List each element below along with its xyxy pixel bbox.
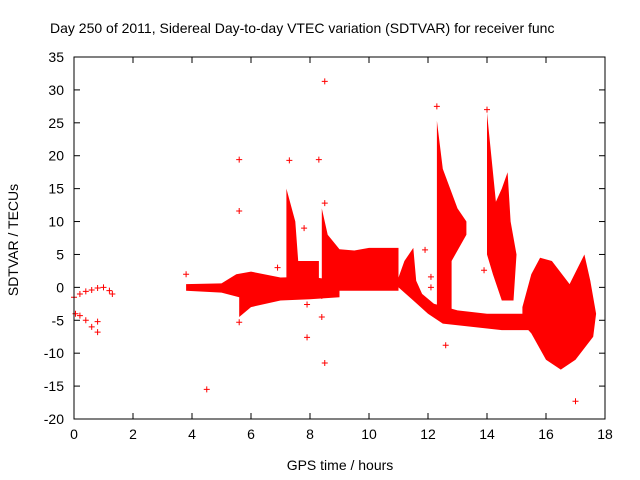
y-tick-label: 25 xyxy=(48,115,64,131)
x-tick-label: 14 xyxy=(479,426,495,442)
data-point xyxy=(481,267,488,274)
data-point xyxy=(321,200,328,207)
data-point xyxy=(94,318,101,325)
x-tick-label: 18 xyxy=(597,426,613,442)
data-point xyxy=(236,319,243,326)
x-tick-label: 10 xyxy=(361,426,377,442)
data-point xyxy=(72,310,79,317)
data-point xyxy=(82,288,89,295)
dense-marker-region xyxy=(487,112,517,301)
data-point xyxy=(76,290,83,297)
x-axis: 0 2 4 6 8 10 12 14 16 18 xyxy=(70,57,613,442)
data-point xyxy=(236,156,243,163)
x-tick-label: 2 xyxy=(129,426,137,442)
dense-marker-region xyxy=(522,254,597,370)
y-tick-label: 15 xyxy=(48,181,64,197)
data-point xyxy=(76,312,83,319)
data-point xyxy=(94,285,101,292)
data-point xyxy=(88,286,95,293)
y-tick-label: -10 xyxy=(44,345,64,361)
dense-marker-region xyxy=(398,247,532,331)
data-point xyxy=(286,157,293,164)
data-point xyxy=(422,246,429,253)
y-tick-label: -20 xyxy=(44,411,64,427)
dense-regions xyxy=(186,112,597,370)
chart-title: Day 250 of 2011, Sidereal Day-to-day VTE… xyxy=(50,20,554,36)
data-point xyxy=(183,271,190,278)
data-point xyxy=(236,208,243,215)
data-point xyxy=(321,360,328,367)
data-point xyxy=(427,284,434,291)
data-point xyxy=(304,301,311,308)
y-tick-label: 10 xyxy=(48,214,64,230)
data-point xyxy=(88,323,95,330)
plot-frame xyxy=(73,56,606,420)
data-point xyxy=(94,329,101,336)
y-tick-label: -15 xyxy=(44,378,64,394)
data-point xyxy=(572,398,579,405)
dense-marker-region xyxy=(436,120,467,311)
y-tick-label: 30 xyxy=(48,82,64,98)
y-tick-label: 20 xyxy=(48,148,64,164)
dense-marker-region xyxy=(286,188,319,294)
data-point xyxy=(82,317,89,324)
data-point xyxy=(321,78,328,85)
data-point xyxy=(203,386,210,393)
y-tick-label: -5 xyxy=(52,312,65,328)
data-point xyxy=(433,310,440,317)
y-tick-label: 35 xyxy=(48,49,64,65)
y-tick-label: 0 xyxy=(56,279,64,295)
data-point xyxy=(109,290,116,297)
data-point xyxy=(427,273,434,280)
x-tick-label: 12 xyxy=(420,426,436,442)
x-tick-label: 16 xyxy=(538,426,554,442)
data-point xyxy=(442,342,449,349)
data-point xyxy=(304,334,311,341)
dense-marker-region xyxy=(321,208,399,294)
data-points xyxy=(71,78,579,405)
y-tick-label: 5 xyxy=(56,246,64,262)
x-tick-label: 6 xyxy=(247,426,255,442)
x-axis-label: GPS time / hours xyxy=(287,457,394,473)
data-point xyxy=(433,103,440,110)
x-tick-label: 4 xyxy=(188,426,196,442)
x-tick-label: 8 xyxy=(306,426,314,442)
data-point xyxy=(274,264,281,271)
data-point xyxy=(315,156,322,163)
data-point xyxy=(100,284,107,291)
data-point xyxy=(301,225,308,232)
data-point xyxy=(484,106,490,113)
data-point xyxy=(106,287,113,294)
x-tick-label: 0 xyxy=(70,426,78,442)
data-point xyxy=(318,292,325,299)
y-axis-label: SDTVAR / TECUs xyxy=(5,184,21,296)
data-point xyxy=(318,313,325,320)
